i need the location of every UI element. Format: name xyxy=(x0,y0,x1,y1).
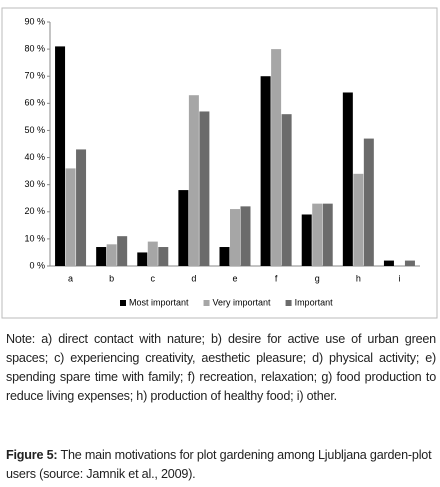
bar xyxy=(117,236,128,266)
x-tick-label: i xyxy=(398,273,400,283)
bar xyxy=(363,138,374,266)
y-tick-label: 50 % xyxy=(24,125,45,135)
chart-frame xyxy=(1,7,438,319)
bar xyxy=(65,168,76,266)
x-tick-label: a xyxy=(68,273,73,283)
y-tick-label: 10 % xyxy=(24,233,45,243)
y-tick-label: 0 % xyxy=(29,260,45,270)
bar xyxy=(342,92,353,266)
bar xyxy=(260,76,271,266)
y-tick-label: 60 % xyxy=(24,98,45,108)
bar xyxy=(383,260,394,266)
legend-label: Most important xyxy=(129,297,189,307)
bar xyxy=(271,49,282,266)
legend-label: Very important xyxy=(213,297,272,307)
chart: 0 % 10 % 20 % 30 % 40 % 50 % 60 % 70 % 80 % 90 % a… xyxy=(1,7,438,319)
bar xyxy=(188,95,199,266)
caption: Figure 5: The main motivations for plot … xyxy=(6,446,436,484)
bar xyxy=(147,241,158,266)
y-tick-label: 20 % xyxy=(24,206,45,216)
bar xyxy=(240,206,251,266)
y-tick-label: 30 % xyxy=(24,179,45,189)
y-tick-label: 90 % xyxy=(24,16,45,26)
x-tick-label: f xyxy=(275,273,278,283)
bar xyxy=(353,173,364,266)
bar xyxy=(106,244,117,266)
caption-text: The main motivations for plot gardening … xyxy=(6,448,432,481)
bar xyxy=(301,214,312,266)
legend-label: Important xyxy=(295,297,334,307)
bar xyxy=(199,111,210,266)
bar xyxy=(404,260,415,266)
bar xyxy=(219,247,230,266)
bar xyxy=(281,114,292,266)
bar xyxy=(178,190,189,266)
x-tick-label: d xyxy=(191,273,196,283)
note: Note: a) direct contact with nature; b) … xyxy=(6,332,436,403)
x-tick-label: c xyxy=(151,273,156,283)
y-tick-label: 80 % xyxy=(24,43,45,53)
x-tick-label: b xyxy=(109,273,114,283)
caption-label: Figure 5: xyxy=(6,448,58,462)
bar xyxy=(322,203,333,266)
bar xyxy=(96,247,107,266)
bar xyxy=(312,203,323,266)
bar xyxy=(76,149,87,266)
x-tick-label: e xyxy=(232,273,237,283)
bar xyxy=(137,252,148,266)
y-tick-label: 40 % xyxy=(24,152,45,162)
y-tick-label: 70 % xyxy=(24,71,45,81)
legend-swatch xyxy=(120,300,126,306)
x-tick-label: g xyxy=(315,273,320,283)
bar xyxy=(158,247,169,266)
bar xyxy=(230,209,240,266)
bar xyxy=(55,46,66,267)
x-tick-label: h xyxy=(356,273,361,283)
legend-swatch xyxy=(203,300,210,306)
legend-swatch xyxy=(285,300,292,306)
